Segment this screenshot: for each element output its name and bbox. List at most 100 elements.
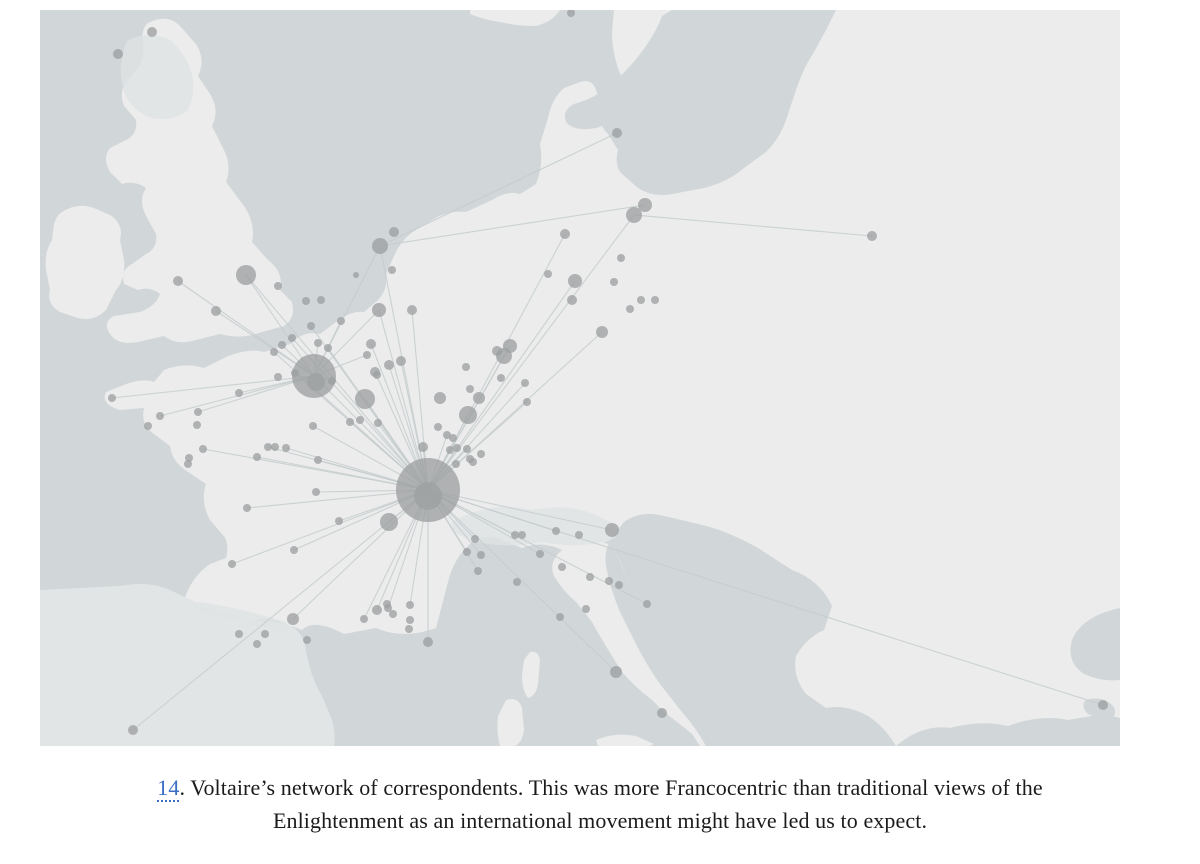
- correspondent-node: [389, 227, 399, 237]
- correspondent-node: [228, 560, 236, 568]
- correspondence-edge: [132, 489, 429, 731]
- correspondent-node: [586, 573, 594, 581]
- correspondent-node: [867, 231, 877, 241]
- correspondent-node: [575, 531, 583, 539]
- correspondence-edge: [427, 489, 1104, 706]
- correspondent-node: [287, 613, 299, 625]
- correspondent-node: [274, 282, 282, 290]
- correspondent-node: [446, 446, 454, 454]
- correspondent-node: [282, 444, 290, 452]
- correspondent-node: [513, 578, 521, 586]
- correspondent-node: [303, 636, 311, 644]
- correspondent-node: [651, 296, 659, 304]
- gulf-of-finland: [733, 10, 790, 49]
- correspondent-node: [552, 527, 560, 535]
- correspondent-node: [523, 398, 531, 406]
- correspondent-node: [271, 443, 279, 451]
- correspondent-node: [312, 488, 320, 496]
- correspondent-node: [363, 351, 371, 359]
- correspondent-node: [452, 460, 460, 468]
- correspondent-node: [406, 601, 414, 609]
- correspondent-node: [453, 444, 461, 452]
- correspondent-node: [605, 523, 619, 537]
- correspondent-node: [374, 419, 382, 427]
- correspondent-node: [184, 460, 192, 468]
- correspondent-node: [307, 373, 325, 391]
- adriatic-sea: [605, 542, 740, 746]
- correspondent-node: [307, 322, 315, 330]
- correspondent-node: [423, 637, 433, 647]
- correspondent-node: [194, 408, 202, 416]
- correspondent-node: [380, 513, 398, 531]
- correspondent-node: [309, 422, 317, 430]
- correspondence-edge: [427, 489, 617, 673]
- correspondent-node: [449, 434, 457, 442]
- land-corsica: [522, 651, 540, 698]
- correspondent-node: [291, 369, 299, 377]
- correspondent-node: [503, 339, 517, 353]
- correspondence-edge: [313, 245, 381, 377]
- correspondence-map: [40, 10, 1120, 746]
- correspondent-node: [144, 422, 152, 430]
- correspondent-node: [657, 708, 667, 718]
- figure-number-link[interactable]: 14: [157, 775, 180, 802]
- correspondent-node: [211, 306, 221, 316]
- caption-line-2: Enlightenment as an international moveme…: [0, 804, 1200, 837]
- correspondent-node: [477, 450, 485, 458]
- land-ireland: [45, 205, 125, 319]
- correspondent-node: [497, 374, 505, 382]
- correspondent-node: [278, 341, 286, 349]
- correspondent-node: [185, 454, 193, 462]
- caption-line-1: 14. Voltaire’s network of correspondents…: [0, 771, 1200, 804]
- correspondent-node: [356, 416, 364, 424]
- correspondent-node: [617, 254, 625, 262]
- correspondent-node: [463, 548, 471, 556]
- correspondent-node: [253, 453, 261, 461]
- correspondent-node: [638, 198, 652, 212]
- correspondent-node: [492, 346, 502, 356]
- correspondent-node: [463, 445, 471, 453]
- correspondence-edge: [245, 274, 429, 491]
- caption-line-1-text: . Voltaire’s network of correspondents. …: [179, 775, 1043, 800]
- aegean-sea: [896, 715, 1120, 746]
- correspondent-node: [477, 551, 485, 559]
- correspondent-node: [414, 482, 442, 510]
- correspondent-node: [612, 128, 622, 138]
- network-nodes: [108, 10, 1108, 735]
- correspondent-node: [544, 270, 552, 278]
- correspondence-edge: [427, 489, 648, 605]
- correspondent-node: [567, 295, 577, 305]
- correspondent-node: [314, 456, 322, 464]
- correspondent-node: [384, 360, 394, 370]
- correspondent-node: [314, 339, 322, 347]
- correspondent-node: [253, 640, 261, 648]
- correspondent-node: [443, 431, 451, 439]
- correspondent-node: [324, 344, 332, 352]
- correspondent-node: [605, 577, 613, 585]
- correspondent-node: [389, 610, 397, 618]
- correspondent-node: [317, 296, 325, 304]
- correspondent-node: [235, 389, 243, 397]
- land-sardinia: [497, 699, 524, 746]
- correspondent-node: [337, 317, 345, 325]
- figure-caption: 14. Voltaire’s network of correspondents…: [0, 771, 1200, 837]
- black-sea: [1070, 608, 1120, 681]
- correspondent-node: [193, 421, 201, 429]
- correspondence-edge: [177, 280, 315, 377]
- correspondence-edge: [379, 204, 646, 247]
- correspondent-node: [396, 356, 406, 366]
- correspondent-node: [434, 423, 442, 431]
- correspondent-node: [108, 394, 116, 402]
- correspondent-node: [199, 445, 207, 453]
- caption-line-2-text: Enlightenment as an international moveme…: [272, 808, 928, 833]
- correspondent-node: [596, 326, 608, 338]
- correspondent-node: [290, 546, 298, 554]
- correspondent-node: [567, 10, 575, 17]
- correspondent-node: [626, 305, 634, 313]
- correspondent-node: [434, 392, 446, 404]
- land-continental-europe: [104, 10, 1120, 746]
- correspondent-node: [288, 334, 296, 342]
- correspondent-node: [637, 296, 645, 304]
- correspondent-node: [372, 303, 386, 317]
- correspondent-node: [418, 442, 428, 452]
